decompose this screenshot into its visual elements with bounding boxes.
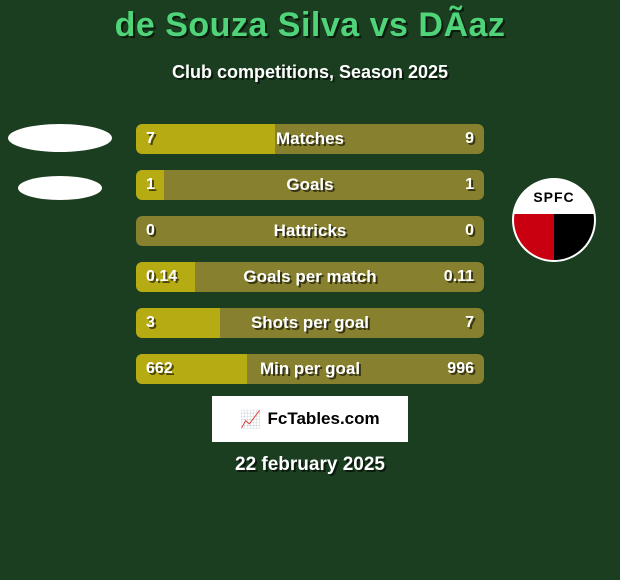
left-team-badge-2 xyxy=(8,176,112,200)
chart-icon: 📈 xyxy=(240,411,261,428)
stat-row: Shots per goal37 xyxy=(136,308,484,338)
stat-row: Goals per match0.140.11 xyxy=(136,262,484,292)
stat-row: Matches79 xyxy=(136,124,484,154)
comparison-date: 22 february 2025 xyxy=(0,454,620,476)
subtitle: Club competitions, Season 2025 xyxy=(0,62,620,83)
comparison-infographic: de Souza Silva vs DÃ­az Club competition… xyxy=(0,0,620,580)
stat-rows: Matches79 Goals11 Hattricks00 Goals per mat… xyxy=(136,124,484,400)
stat-row: Hattricks00 xyxy=(136,216,484,246)
stat-row: Min per goal662996 xyxy=(136,354,484,384)
brand-text: FcTables.com xyxy=(268,409,380,429)
ellipse-icon xyxy=(8,124,112,152)
fctables-brand-link[interactable]: 📈 FcTables.com xyxy=(212,396,408,442)
ellipse-icon xyxy=(18,176,102,200)
left-team-badge-1 xyxy=(8,124,112,152)
spfc-crest-text: SPFC xyxy=(514,180,594,214)
page-title: de Souza Silva vs DÃ­az xyxy=(0,6,620,45)
spfc-crest-icon: SPFC xyxy=(512,178,596,262)
right-team-badge: SPFC xyxy=(502,178,606,262)
stat-row: Goals11 xyxy=(136,170,484,200)
